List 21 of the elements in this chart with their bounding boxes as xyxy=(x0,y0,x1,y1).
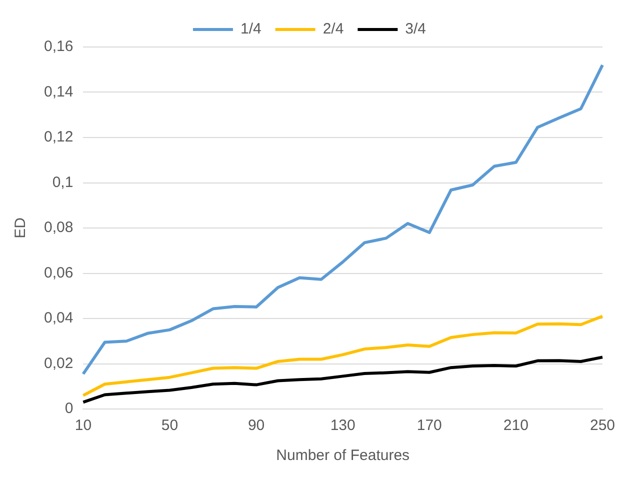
x-tick-label: 90 xyxy=(248,417,265,434)
y-tick-label: 0,06 xyxy=(44,264,74,282)
y-tick-label: 0 xyxy=(64,400,74,418)
x-tick-label: 130 xyxy=(330,417,356,434)
legend-label: 1/4 xyxy=(240,20,262,38)
y-tick-label: 0,08 xyxy=(44,219,74,236)
legend-label: 2/4 xyxy=(322,20,344,38)
y-tick-label: 0,14 xyxy=(44,83,74,100)
y-tick-label: 0,04 xyxy=(44,310,74,327)
x-tick-label: 250 xyxy=(590,417,615,434)
x-tick-label: 50 xyxy=(161,417,178,434)
x-axis-title: Number of Features xyxy=(276,447,410,464)
x-tick-label: 210 xyxy=(503,417,528,434)
y-tick-label: 0,02 xyxy=(44,354,74,372)
y-tick-label: 0,12 xyxy=(44,128,74,146)
y-tick-label: 0,1 xyxy=(52,174,74,191)
y-tick-label: 0,16 xyxy=(44,38,74,56)
x-tick-label: 170 xyxy=(416,417,442,434)
x-tick-label: 10 xyxy=(74,417,92,434)
legend-label: 3/4 xyxy=(405,20,426,38)
y-axis-title: ED xyxy=(12,217,30,238)
